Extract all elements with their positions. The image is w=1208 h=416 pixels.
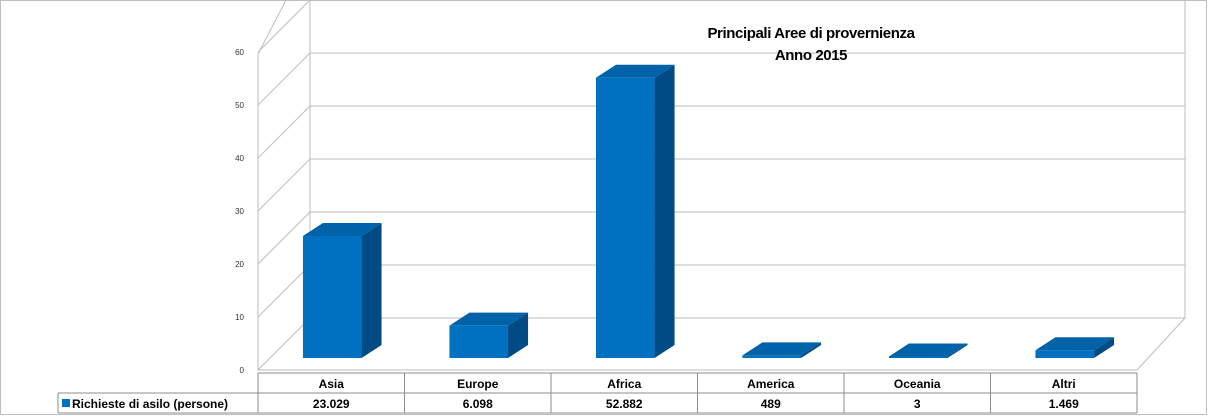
y-axis-ticks: 0 10 20 30 40 50 60 bbox=[235, 48, 244, 375]
gridline-side bbox=[257, 0, 311, 53]
y-tick-label: 30 bbox=[235, 207, 244, 216]
chart-title: Principali Aree di provernienza bbox=[707, 25, 915, 42]
bar-top bbox=[1035, 337, 1115, 351]
gridline-side bbox=[257, 105, 311, 159]
data-table: Richieste di asilo (persone) Asia 23.029 Eu… bbox=[57, 372, 1138, 414]
y-tick-label: 0 bbox=[240, 366, 245, 375]
data-label: 1.469 bbox=[1049, 397, 1079, 411]
chart-walls bbox=[256, 0, 1187, 371]
gridline-side bbox=[257, 52, 311, 106]
bar-front bbox=[742, 355, 802, 358]
bar-altri bbox=[1035, 337, 1115, 358]
bar-side bbox=[1094, 337, 1115, 358]
bar-asia bbox=[302, 222, 382, 358]
bar-side bbox=[654, 64, 675, 358]
category-label: Asia bbox=[319, 377, 345, 391]
bar-top bbox=[449, 312, 529, 326]
side-wall-top-edge bbox=[257, 0, 287, 55]
gridline-side bbox=[257, 158, 311, 212]
bar-africa bbox=[595, 64, 675, 358]
legend-swatch bbox=[62, 399, 70, 407]
y-tick-label: 50 bbox=[235, 101, 244, 110]
data-label: 489 bbox=[761, 397, 781, 411]
data-label: 3 bbox=[914, 397, 921, 411]
category-label: Africa bbox=[607, 377, 641, 391]
bar-oceania bbox=[888, 343, 968, 358]
bar-europe bbox=[449, 312, 529, 358]
bar-side bbox=[361, 222, 382, 358]
bar-front bbox=[888, 356, 948, 358]
y-tick-label: 40 bbox=[235, 154, 244, 163]
bar-top bbox=[742, 342, 822, 356]
bar-front bbox=[1035, 350, 1095, 358]
bar-top bbox=[888, 343, 968, 357]
bar-side bbox=[508, 312, 529, 358]
bar-side bbox=[801, 342, 822, 358]
category-label: Altri bbox=[1052, 377, 1076, 391]
bar-front bbox=[449, 325, 509, 358]
y-tick-label: 20 bbox=[235, 260, 244, 269]
bars bbox=[302, 64, 1115, 358]
y-tick-label: 60 bbox=[235, 48, 244, 57]
data-label: 23.029 bbox=[313, 397, 350, 411]
bar-top bbox=[302, 222, 382, 236]
category-label: America bbox=[747, 377, 795, 391]
gridline-side bbox=[257, 264, 311, 318]
chart-subtitle: Anno 2015 bbox=[775, 47, 847, 64]
bar-front bbox=[595, 77, 655, 358]
category-label: Europe bbox=[457, 377, 499, 391]
data-label: 52.882 bbox=[606, 397, 643, 411]
bar-top bbox=[595, 64, 675, 78]
legend-label: Richieste di asilo (persone) bbox=[72, 397, 228, 411]
gridlines bbox=[257, 0, 1185, 318]
category-label: Oceania bbox=[894, 377, 941, 391]
bar-front bbox=[302, 235, 362, 358]
gridline-side bbox=[257, 211, 311, 265]
bar-america bbox=[742, 342, 822, 358]
bar-side bbox=[947, 343, 968, 358]
y-tick-label: 10 bbox=[235, 313, 244, 322]
data-label: 6.098 bbox=[463, 397, 493, 411]
